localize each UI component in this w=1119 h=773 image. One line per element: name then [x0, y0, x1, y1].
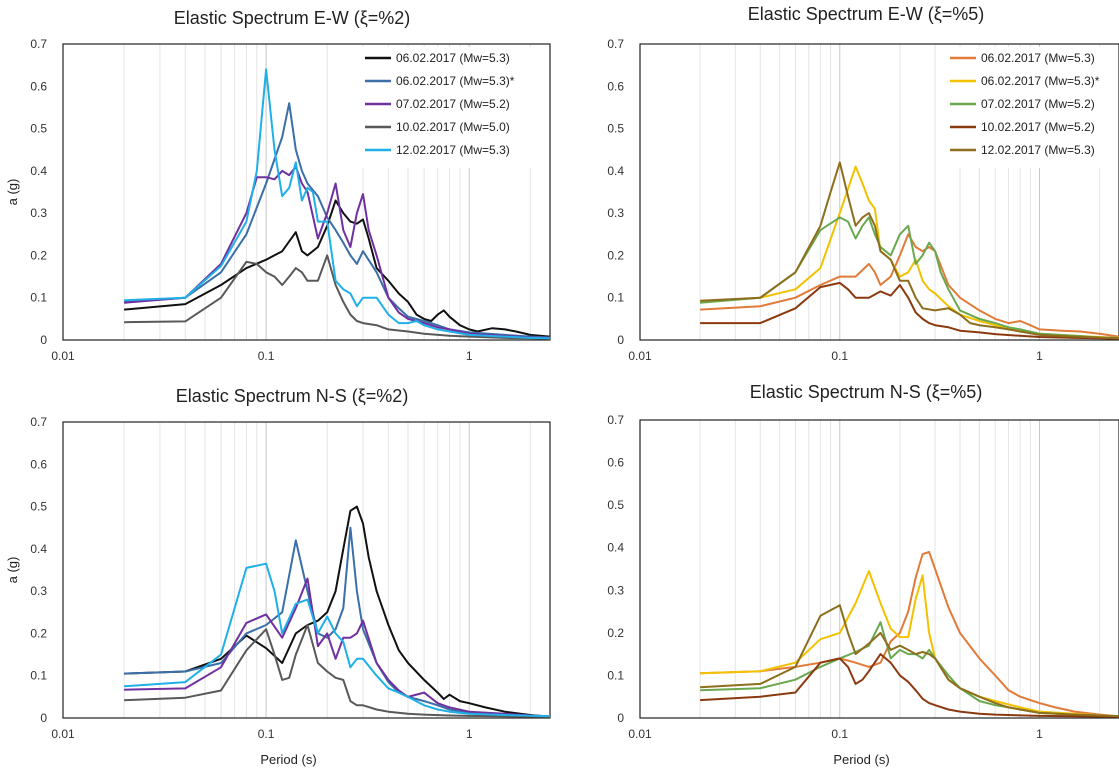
x-tick-label: 1 — [1036, 349, 1043, 363]
chart-panel-3: Elastic Spectrum N-S (ξ=%2) 0 0.1 0.2 0.3 0.4… — [5, 386, 551, 767]
y-tick-label: 0.2 — [607, 248, 624, 262]
series-line-4 — [124, 254, 550, 340]
y-tick-label: 0.2 — [607, 626, 624, 640]
chart-panel-2: Elastic Spectrum E-W (ξ=%5) 0 0.1 0.2 0.3 0.4… — [607, 4, 1119, 363]
plot-frame — [62, 43, 551, 341]
x-axis-label: Period (s) — [833, 752, 889, 767]
x-tick-label: 0.1 — [258, 727, 275, 741]
y-tick-label: 0.1 — [30, 291, 47, 305]
y-tick-label: 0.7 — [607, 413, 624, 427]
series-group — [700, 551, 1119, 718]
chart-title: Elastic Spectrum N-S (ξ=%5) — [750, 382, 983, 402]
series-line-5 — [700, 604, 1119, 718]
plot-frame — [62, 421, 551, 719]
x-tick-label: 1 — [1036, 727, 1043, 741]
y-tick-label: 0.4 — [30, 542, 47, 556]
y-tick-label: 0 — [40, 711, 47, 725]
x-tick-label: 0.01 — [51, 727, 75, 741]
series-line-3 — [700, 621, 1119, 718]
y-tick-label: 0.1 — [607, 291, 624, 305]
series-group — [700, 161, 1119, 340]
series-line-2 — [700, 570, 1119, 718]
y-tick-label: 0.7 — [30, 37, 47, 51]
y-tick-label: 0.3 — [607, 583, 624, 597]
chart-panel-1: Elastic Spectrum E-W (ξ=%2) 0 0.1 0.2 0.3 0.4… — [5, 8, 551, 363]
series-line-4 — [124, 624, 550, 718]
y-tick-label: 0.5 — [607, 498, 624, 512]
series-line-4 — [700, 653, 1119, 718]
series-line-1 — [124, 505, 550, 718]
y-tick-label: 0.6 — [30, 79, 47, 93]
y-tick-label: 0.4 — [607, 541, 624, 555]
series-line-5 — [700, 161, 1119, 340]
x-tick-label: 1 — [466, 349, 473, 363]
chart-panel-4: Elastic Spectrum N-S (ξ=%5) 0 0.1 0.2 0.3 0.4… — [607, 382, 1119, 767]
legend-entry: 07.02.2017 (Mw=5.2) — [396, 97, 510, 111]
legend-box — [359, 47, 543, 168]
series-line-4 — [700, 281, 1119, 340]
x-tick-label: 0.1 — [831, 349, 848, 363]
series-line-3 — [124, 577, 550, 718]
y-axis-label: a (g) — [5, 179, 20, 206]
series-line-1 — [124, 199, 550, 338]
y-tick-label: 0.6 — [607, 79, 624, 93]
chart-title: Elastic Spectrum E-W (ξ=%5) — [748, 4, 985, 24]
legend-box — [944, 47, 1112, 168]
y-tick-label: 0.5 — [607, 122, 624, 136]
y-tick-label: 0 — [617, 711, 624, 725]
series-line-2 — [700, 165, 1119, 339]
y-tick-label: 0 — [40, 333, 47, 347]
y-tick-label: 0.6 — [30, 457, 47, 471]
y-tick-label: 0.5 — [30, 122, 47, 136]
y-tick-label: 0.6 — [607, 456, 624, 470]
legend: 06.02.2017 (Mw=5.3) 06.02.2017 (Mw=5.3)* 0… — [359, 47, 543, 168]
series-line-3 — [124, 165, 550, 339]
legend-entry: 07.02.2017 (Mw=5.2) — [981, 97, 1095, 111]
chart-title: Elastic Spectrum N-S (ξ=%2) — [176, 386, 409, 406]
series-line-2 — [124, 526, 550, 718]
plot-frame — [639, 419, 1119, 719]
y-tick-label: 0.3 — [30, 584, 47, 598]
legend-entry: 06.02.2017 (Mw=5.3) — [981, 51, 1095, 65]
legend: 06.02.2017 (Mw=5.3) 06.02.2017 (Mw=5.3)* 0… — [944, 47, 1112, 168]
legend-entry: 06.02.2017 (Mw=5.3)* — [981, 74, 1100, 88]
series-line-3 — [700, 216, 1119, 339]
legend-entry: 12.02.2017 (Mw=5.3) — [396, 143, 510, 157]
chart-title: Elastic Spectrum E-W (ξ=%2) — [174, 8, 411, 28]
y-tick-label: 0.3 — [30, 206, 47, 220]
series-group — [124, 505, 550, 718]
y-tick-label: 0.3 — [607, 206, 624, 220]
legend-entry: 12.02.2017 (Mw=5.3) — [981, 143, 1095, 157]
x-tick-label: 0.1 — [831, 727, 848, 741]
y-tick-label: 0.4 — [607, 164, 624, 178]
y-tick-label: 0.7 — [30, 415, 47, 429]
y-axis-label: a (g) — [5, 557, 20, 584]
y-tick-label: 0.4 — [30, 164, 47, 178]
y-tick-label: 0.2 — [30, 626, 47, 640]
legend-entry: 10.02.2017 (Mw=5.0) — [396, 120, 510, 134]
y-tick-label: 0.2 — [30, 248, 47, 262]
y-tick-label: 0.1 — [30, 669, 47, 683]
y-tick-label: 0.1 — [607, 668, 624, 682]
plot-frame — [639, 43, 1119, 341]
series-line-1 — [700, 551, 1119, 718]
y-tick-label: 0 — [617, 333, 624, 347]
grid — [62, 422, 531, 718]
series-group — [124, 68, 550, 340]
x-tick-label: 0.1 — [258, 349, 275, 363]
x-tick-label: 0.01 — [628, 727, 652, 741]
y-tick-label: 0.5 — [30, 500, 47, 514]
x-tick-label: 0.01 — [51, 349, 75, 363]
x-tick-label: 1 — [466, 727, 473, 741]
x-tick-label: 0.01 — [628, 349, 652, 363]
series-line-5 — [124, 562, 550, 718]
legend-entry: 06.02.2017 (Mw=5.3)* — [396, 74, 515, 88]
x-axis-label: Period (s) — [260, 752, 316, 767]
legend-entry: 06.02.2017 (Mw=5.3) — [396, 51, 510, 65]
legend-entry: 10.02.2017 (Mw=5.2) — [981, 120, 1095, 134]
series-line-5 — [124, 68, 550, 340]
series-line-2 — [124, 102, 550, 339]
y-tick-label: 0.7 — [607, 37, 624, 51]
